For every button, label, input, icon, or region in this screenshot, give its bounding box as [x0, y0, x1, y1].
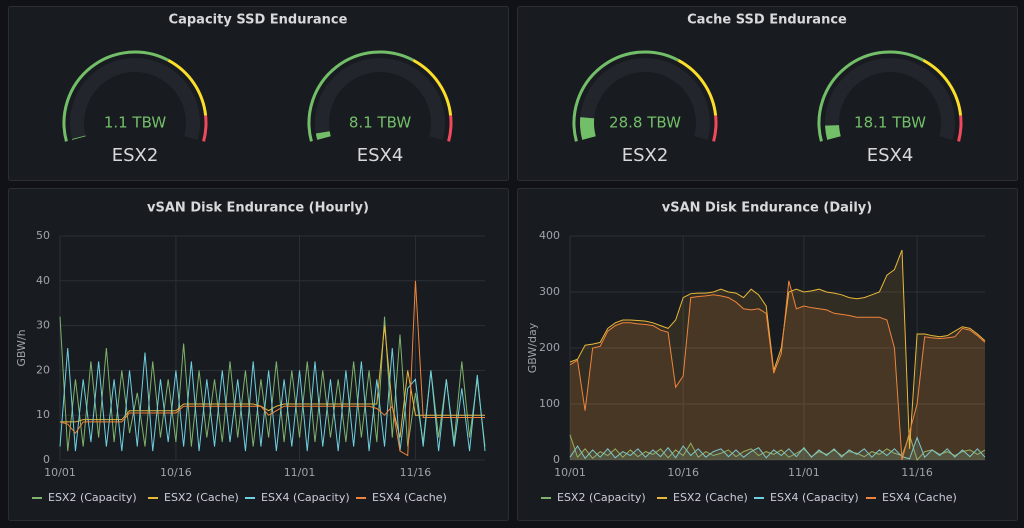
y-tick-label: 10 [36, 408, 50, 421]
line [59, 316, 486, 452]
gauge-value-label: 8.1 TBW [349, 114, 412, 132]
legend-label: ESX2 (Capacity) [48, 491, 137, 504]
y-axis-label: GBW/day [526, 322, 539, 373]
panel-title: Capacity SSD Endurance [169, 13, 348, 28]
legend-label: ESX4 (Cache) [372, 491, 447, 504]
gauge-name: ESX2 [112, 145, 159, 166]
panel [8, 6, 509, 181]
line [59, 280, 485, 457]
threshold-arc [62, 50, 170, 142]
gauge-value-label: 1.1 TBW [104, 114, 167, 132]
gauge-name: ESX4 [867, 145, 914, 166]
threshold-arc [307, 50, 415, 142]
y-tick-label: 40 [36, 274, 50, 287]
x-tick-label: 10/01 [44, 466, 76, 479]
threshold-arc [167, 58, 208, 116]
gauge-name: ESX2 [622, 145, 669, 166]
x-tick-label: 10/01 [554, 466, 586, 479]
legend-label: ESX4 (Capacity) [770, 491, 859, 504]
x-tick-label: 10/16 [160, 466, 192, 479]
y-tick-label: 0 [43, 453, 50, 466]
x-tick-label: 11/01 [788, 466, 820, 479]
y-tick-label: 50 [36, 229, 50, 242]
panel [517, 6, 1018, 181]
threshold-arc [202, 115, 208, 142]
area [570, 250, 985, 460]
line [569, 249, 986, 449]
gauge-value-label: 18.1 TBW [854, 114, 926, 132]
gauge-track [580, 58, 710, 140]
line [569, 280, 986, 461]
threshold-arc [677, 58, 718, 116]
line [59, 347, 486, 452]
area [570, 434, 985, 460]
x-tick-label: 11/16 [400, 466, 432, 479]
y-tick-label: 400 [539, 229, 560, 242]
line [569, 436, 986, 460]
gauge-value [825, 124, 841, 140]
threshold-arc [712, 115, 718, 142]
panel-title: vSAN Disk Endurance (Daily) [662, 201, 872, 216]
threshold-arc [922, 58, 963, 116]
threshold-arc [447, 115, 453, 142]
threshold-arc [572, 50, 680, 142]
legend-label: ESX2 (Cache) [673, 491, 748, 504]
gauge-value [315, 131, 331, 140]
legend-label: ESX4 (Capacity) [261, 491, 350, 504]
threshold-arc [412, 58, 453, 116]
y-tick-label: 300 [539, 285, 560, 298]
gauge-track [315, 58, 445, 140]
panel-title: vSAN Disk Endurance (Hourly) [147, 201, 369, 216]
gauge-track [825, 58, 955, 140]
legend-label: ESX2 (Capacity) [557, 491, 646, 504]
x-tick-label: 11/16 [901, 466, 933, 479]
legend-label: ESX2 (Cache) [164, 491, 239, 504]
legend-label: ESX4 (Cache) [882, 491, 957, 504]
y-tick-label: 20 [36, 363, 50, 376]
panel-title: Cache SSD Endurance [687, 13, 847, 28]
gauge-track [70, 58, 200, 140]
threshold-arc [817, 50, 925, 142]
y-axis-label: GBW/h [15, 329, 28, 366]
gauge-value [580, 117, 596, 140]
y-tick-label: 100 [539, 397, 560, 410]
y-tick-label: 30 [36, 319, 50, 332]
area [570, 437, 985, 460]
y-tick-label: 0 [553, 453, 560, 466]
panel [8, 188, 509, 521]
y-tick-label: 200 [539, 341, 560, 354]
x-tick-label: 10/16 [667, 466, 699, 479]
threshold-arc [957, 115, 963, 142]
gauge-value-label: 28.8 TBW [609, 114, 681, 132]
area [570, 280, 985, 460]
gauge-name: ESX4 [357, 145, 404, 166]
x-tick-label: 11/01 [284, 466, 316, 479]
